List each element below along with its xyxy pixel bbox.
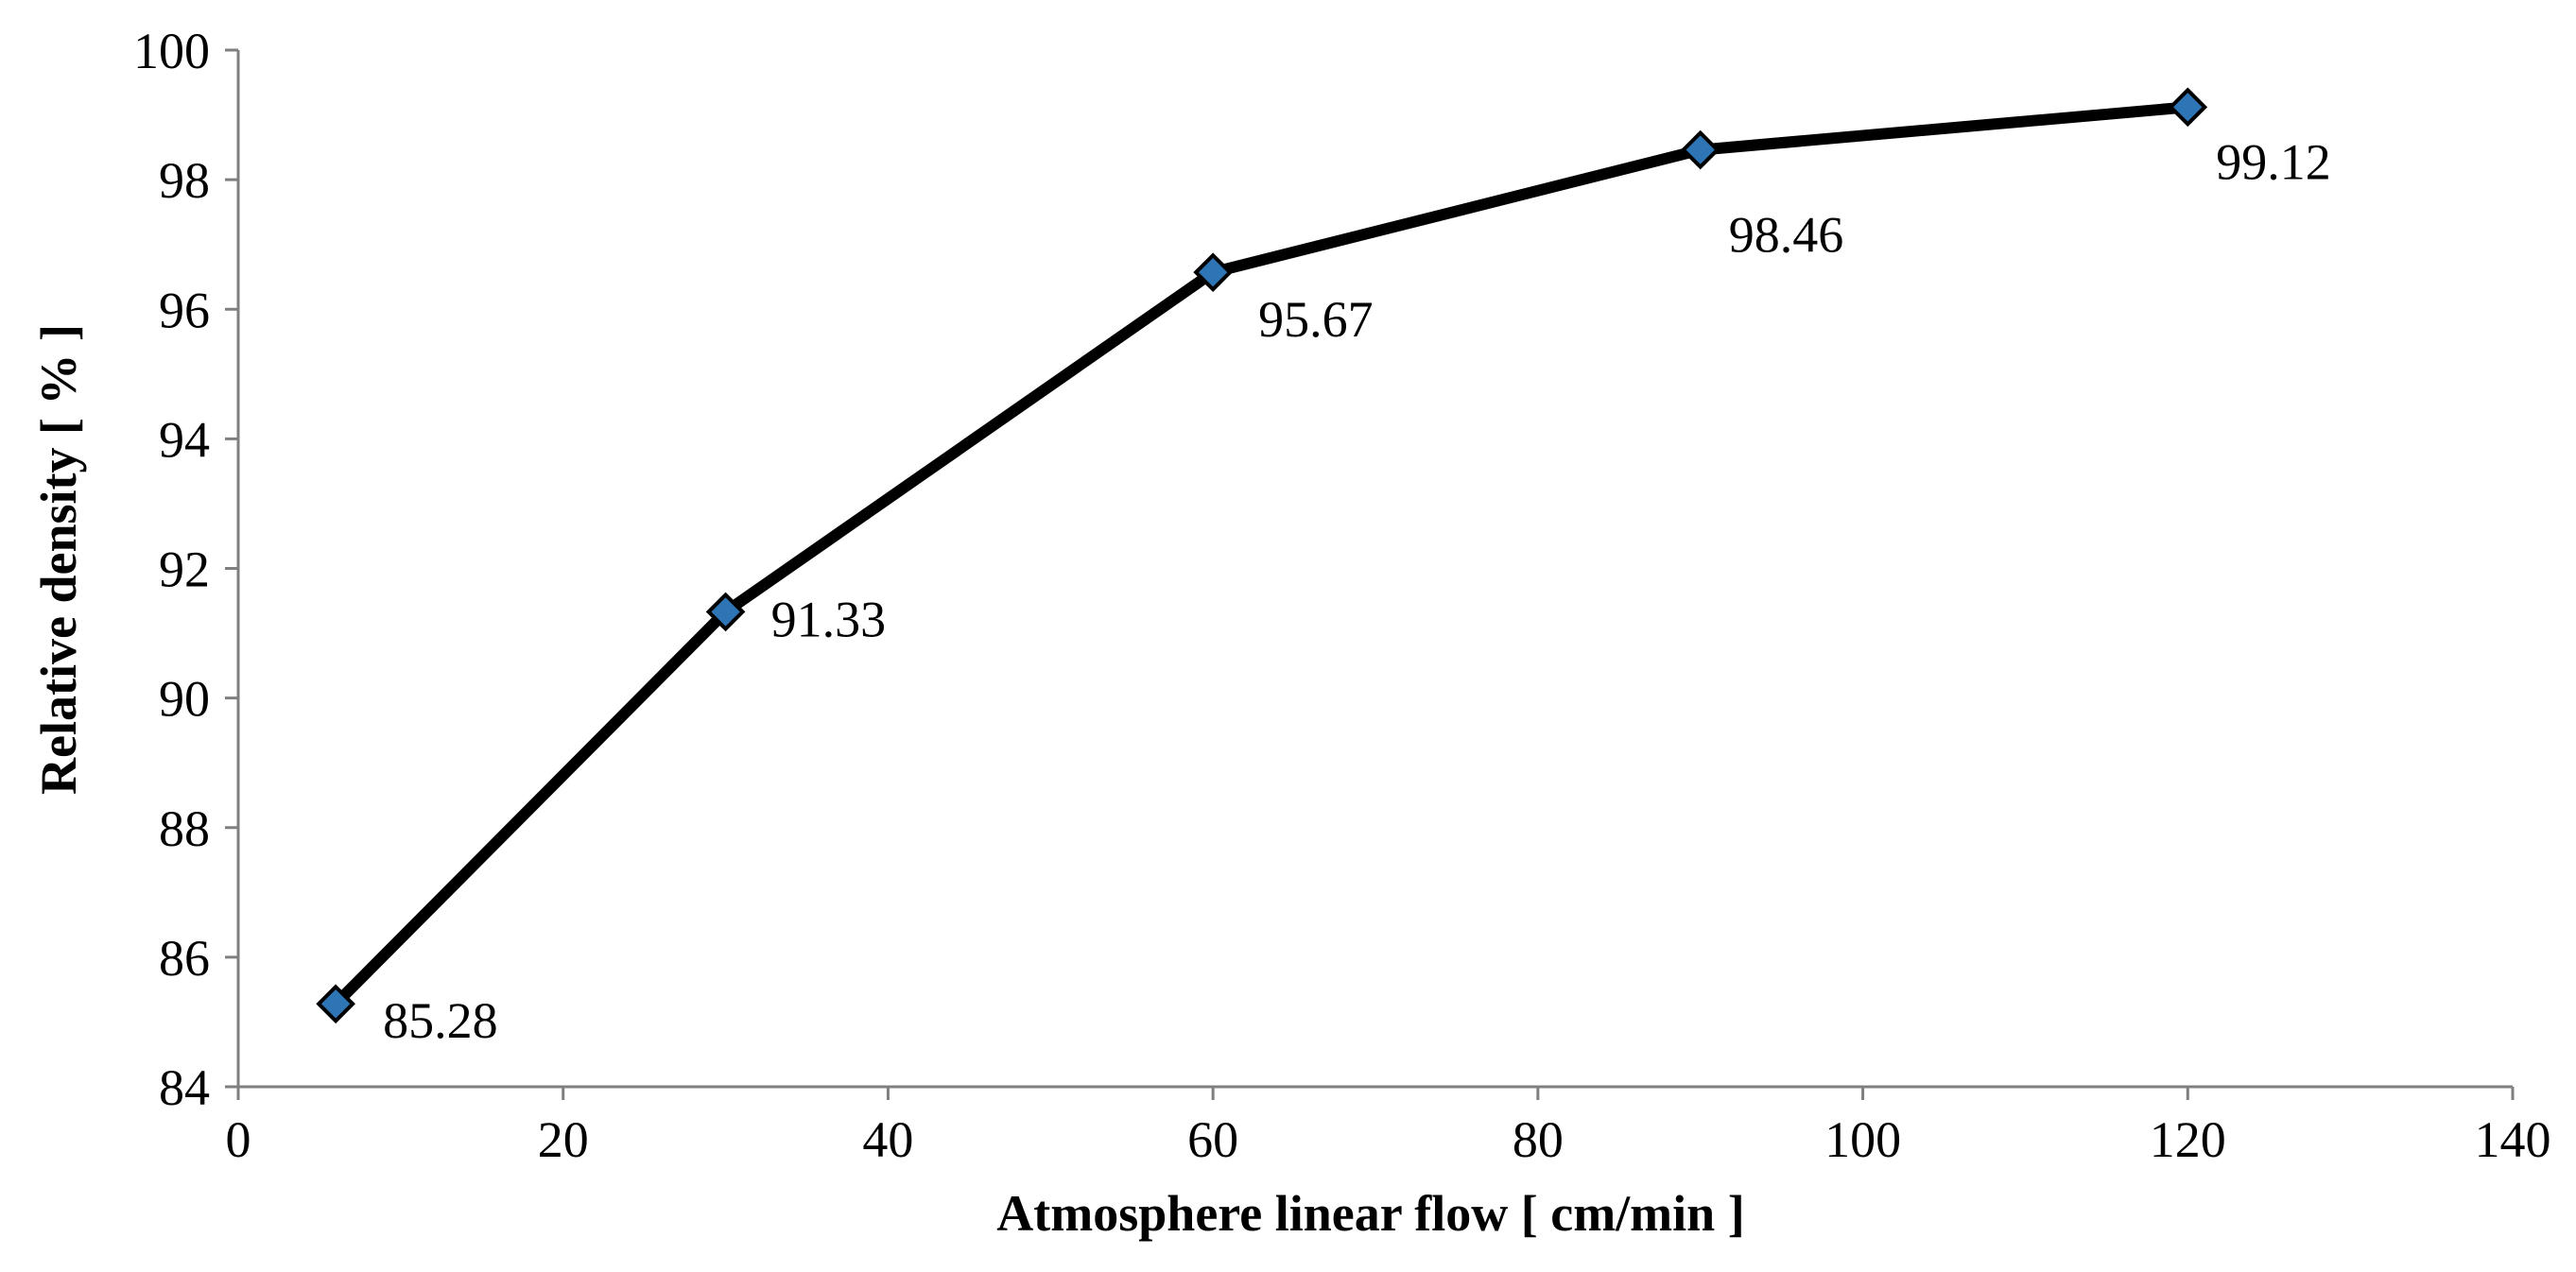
y-tick-label: 90 [159,671,210,728]
x-tick-label: 60 [1187,1111,1238,1168]
data-point-marker [705,592,746,632]
x-tick-label: 40 [862,1111,913,1168]
data-label: 85.28 [383,992,497,1049]
data-point-marker [2168,87,2208,128]
y-tick-label: 96 [159,282,210,338]
data-label: 95.67 [1258,291,1374,348]
data-point-marker [316,984,355,1024]
x-axis-title: Atmosphere linear flow [ cm/min ] [996,1185,1744,1242]
data-label: 98.46 [1729,207,1844,264]
y-tick-label: 84 [159,1059,210,1116]
data-label: 99.12 [2216,133,2331,190]
x-tick-label: 120 [2150,1111,2226,1168]
axes: 84 86 88 90 92 94 96 98 100 0 20 40 60 80 100 120 140 [133,23,2551,1168]
series-line [330,101,2194,1010]
data-label: 91.33 [771,591,887,647]
x-tick-label: 140 [2475,1111,2551,1168]
x-tick-label: 100 [1824,1111,1901,1168]
x-tick-label: 0 [226,1111,251,1168]
y-axis-title: Relative density [ % ] [30,324,87,795]
x-tick-label: 20 [538,1111,589,1168]
x-tick-label: 80 [1513,1111,1564,1168]
data-point-marker [1193,252,1233,292]
y-tick-label: 88 [159,800,210,857]
series-layer: 85.28 91.33 95.67 98.46 99.12 [316,87,2331,1049]
y-tick-label: 100 [133,23,210,79]
y-tick-label: 98 [159,152,210,209]
y-tick-label: 94 [159,411,210,468]
data-point-marker [1680,129,1720,170]
y-tick-label: 92 [159,541,210,598]
y-tick-label: 86 [159,930,210,987]
